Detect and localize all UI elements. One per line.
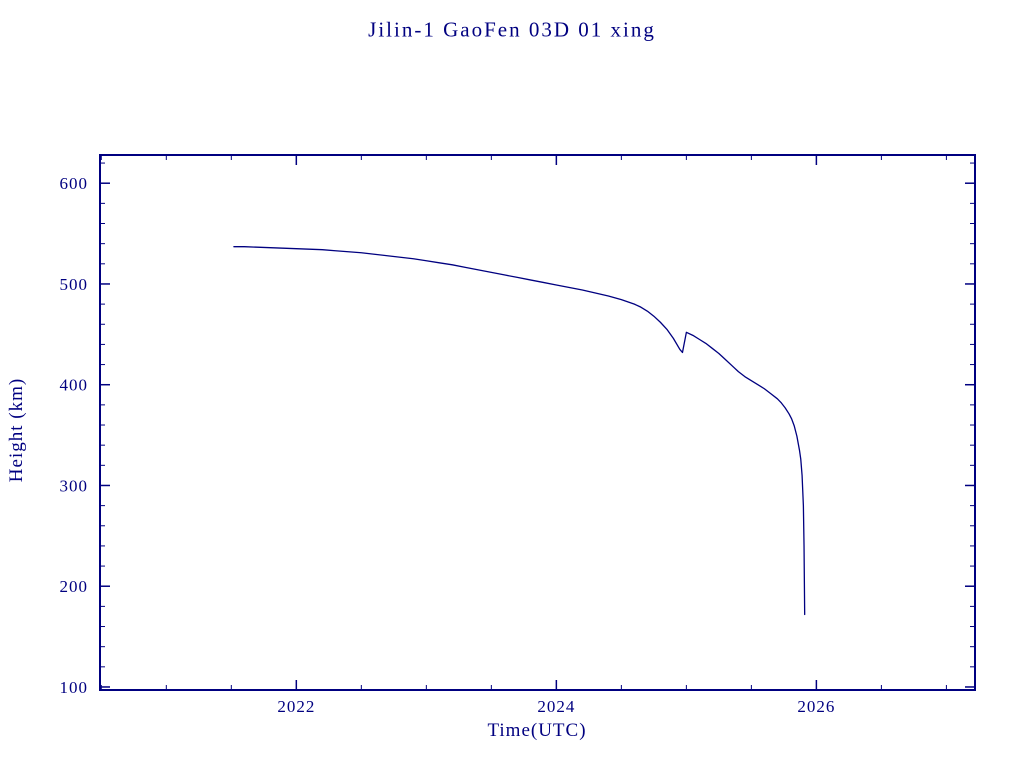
x-axis-label: Time(UTC) bbox=[487, 720, 587, 741]
y-tick-label: 600 bbox=[60, 174, 89, 193]
x-tick-label: 2024 bbox=[537, 697, 575, 716]
y-tick-label: 400 bbox=[60, 376, 89, 395]
x-tick-label: 2026 bbox=[797, 697, 835, 716]
data-line-orbital-height bbox=[233, 246, 806, 616]
y-tick-label: 100 bbox=[60, 678, 89, 697]
plot-frame bbox=[99, 154, 976, 691]
y-tick-label: 500 bbox=[60, 275, 89, 294]
x-tick-label: 2022 bbox=[277, 697, 315, 716]
chart-title: Jilin-1 GaoFen 03D 01 xing bbox=[368, 17, 656, 42]
y-tick-label: 200 bbox=[60, 577, 89, 596]
y-tick-label: 300 bbox=[60, 476, 89, 495]
